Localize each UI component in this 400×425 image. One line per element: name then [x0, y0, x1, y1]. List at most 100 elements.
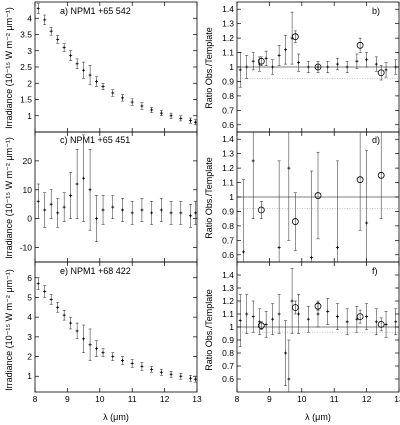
binned-point: [377, 65, 385, 81]
binned-point: [377, 132, 385, 219]
panel-f-title: f): [372, 266, 378, 276]
panel-e-y-tick-label: 2: [27, 352, 32, 362]
data-point: [271, 59, 275, 75]
panel-c-npm1-65-451: c) NPM1 +65 451 -10 0 10 20: [20, 131, 198, 263]
panel-d-y-tick-label: 1.1: [222, 178, 234, 188]
data-point: [365, 52, 369, 68]
data-point: [120, 198, 124, 222]
binned-point: [356, 37, 364, 53]
panel-e-x-tick-label: 9: [65, 394, 70, 404]
binned-point: [257, 201, 265, 219]
data-point: [297, 53, 301, 72]
data-point: [159, 369, 163, 376]
data-point: [95, 195, 99, 243]
binned-point: [291, 192, 299, 251]
binned-point: [314, 151, 322, 240]
panel-c-title: c) NPM1 +65 451: [60, 135, 130, 145]
panel-f-ylabel: Ratio Obs./Template: [204, 289, 214, 371]
data-point: [251, 52, 255, 71]
panel-a-npm1-65-542: a) NPM1 +65 542 1 1.5 2 2.5 3 3.5 4: [20, 1, 198, 133]
data-point: [150, 201, 154, 225]
binned-point: [314, 63, 322, 71]
data-point: [374, 56, 378, 72]
data-point: [306, 305, 310, 333]
data-point: [75, 322, 79, 340]
data-point: [384, 311, 388, 338]
panel-a-y-tick-label: 3.5: [20, 30, 32, 40]
panel-b-title: b): [372, 6, 380, 16]
panel-f-y-tick-label: 1: [229, 322, 234, 332]
panel-b-ratio: b) 0.6 0.7 0.8 0.9 1 1.1 1.2 1.3 1.4: [222, 1, 400, 133]
data-point: [56, 198, 60, 228]
panel-f-y-tick-label: 0.6: [222, 374, 234, 384]
panel-e-title: e) NPM1 +68 422: [60, 266, 131, 276]
data-point: [140, 198, 144, 222]
panel-b-y-tick-label: 0.9: [222, 76, 234, 86]
data-point: [179, 201, 183, 225]
data-point: [169, 371, 173, 378]
panel-f-y-tick-label: 0.8: [222, 348, 234, 358]
panel-d-plot-area: [241, 132, 385, 262]
data-point: [355, 53, 359, 69]
data-point: [111, 352, 115, 361]
data-point: [95, 76, 99, 87]
panel-f-ratio: f) 8 9 10 11 12 13 0.6 0.7 0.8 0.9 1 1.1 1.2 1.3 1.4: [222, 261, 400, 404]
data-point: [140, 102, 144, 110]
data-point: [82, 134, 86, 222]
data-point: [75, 58, 79, 69]
data-point: [101, 348, 105, 357]
data-point: [277, 294, 281, 334]
data-point: [241, 179, 245, 262]
data-point: [277, 45, 281, 66]
data-point: [150, 107, 154, 113]
data-point: [169, 201, 173, 225]
data-point: [111, 195, 115, 219]
panel-f-x-tick-label: 13: [394, 394, 400, 404]
panel-d-y-tick-label: 1.3: [222, 149, 234, 159]
panel-b-y-tick-label: 1.4: [222, 4, 234, 14]
data-point: [43, 285, 47, 298]
panel-e-x-tick-label: 13: [192, 394, 202, 404]
panel-d-y-tick-label: 0.8: [222, 221, 234, 231]
panel-b-plot-area: [238, 11, 398, 88]
panel-f-x-tick-label: 10: [297, 394, 307, 404]
panel-d-ratio: d) 0.6 0.7 0.8 0.9 1 1.1 1.2 1.3 1.4: [222, 131, 400, 263]
data-point: [193, 201, 197, 225]
panel-e-plot-area: [36, 277, 197, 383]
data-point: [111, 89, 115, 97]
data-point: [277, 160, 281, 262]
panel-e-y-tick-label: 6: [27, 273, 32, 283]
data-point: [355, 305, 359, 333]
data-point: [189, 203, 193, 228]
panel-a-plot-area: [36, 3, 197, 126]
panel-e-y-tick-label: 3: [27, 332, 32, 342]
panel-d-y-tick-label: 0.9: [222, 206, 234, 216]
panel-a-title: a) NPM1 +65 542: [60, 6, 131, 16]
data-point: [130, 98, 134, 106]
panel-d-y-tick-label: 1.2: [222, 163, 234, 173]
panel-c-y-tick-label: 0: [27, 214, 32, 224]
binned-point: [291, 300, 299, 315]
panel-f-x-tick-label: 11: [330, 394, 339, 404]
panel-a-y-tick-label: 2.5: [20, 62, 32, 72]
data-point: [264, 311, 268, 338]
panel-b-y-tick-label: 0.7: [222, 105, 234, 115]
data-point: [95, 340, 99, 357]
data-point: [69, 172, 73, 219]
binned-point: [314, 302, 322, 311]
data-point: [43, 14, 47, 25]
panel-e-y-tick-label: 4: [27, 312, 32, 322]
panel-d-ylabel: Ratio Obs./Template: [204, 157, 214, 239]
binned-point: [356, 132, 364, 231]
data-point: [193, 375, 197, 383]
data-point: [310, 170, 314, 262]
data-point: [179, 373, 183, 380]
data-point: [271, 303, 275, 336]
data-point: [290, 268, 294, 334]
data-point: [36, 277, 40, 290]
panel-d-y-tick-label: 1: [229, 192, 234, 202]
panel-e-frame: [34, 261, 198, 393]
data-point: [238, 294, 242, 347]
panel-b-y-tick-label: 1.3: [222, 19, 234, 29]
